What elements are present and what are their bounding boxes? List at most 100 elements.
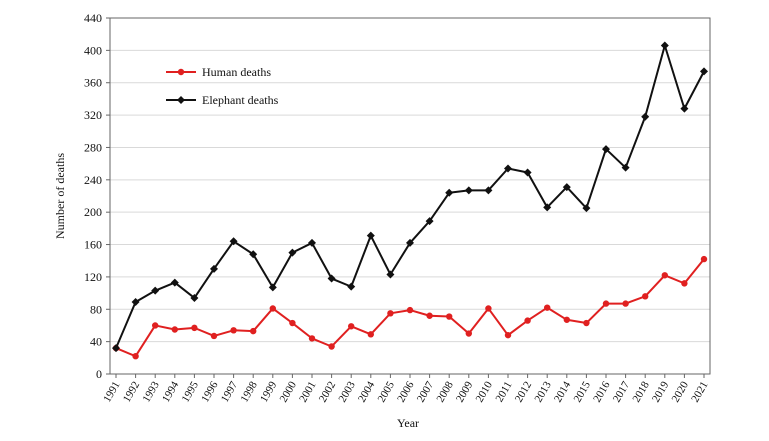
data-point (504, 164, 512, 173)
x-tick-label: 2007 (415, 379, 437, 404)
data-point (308, 335, 316, 342)
data-point (367, 331, 374, 338)
data-point (621, 163, 630, 172)
data-point (210, 264, 218, 273)
data-point (406, 306, 414, 314)
data-point (151, 286, 160, 295)
data-point (171, 326, 178, 333)
x-tick-label: 2014 (552, 379, 574, 404)
data-point (700, 255, 708, 263)
data-point (269, 305, 276, 312)
data-point (464, 186, 473, 195)
data-point (504, 331, 512, 339)
legend-label: Human deaths (202, 65, 271, 79)
data-point (170, 278, 179, 287)
data-point (190, 293, 199, 302)
x-tick-label: 2011 (493, 380, 514, 405)
x-tick-label: 2006 (395, 379, 417, 404)
y-tick-label: 240 (84, 173, 102, 187)
y-tick-label: 80 (90, 302, 102, 316)
data-point (328, 343, 335, 350)
data-point (366, 231, 375, 240)
x-tick-label: 2016 (591, 379, 613, 404)
data-point (660, 41, 669, 50)
data-point (387, 310, 394, 317)
data-point (465, 330, 472, 337)
data-point (131, 297, 140, 306)
data-point (426, 312, 433, 319)
data-point (582, 204, 591, 213)
x-tick-label: 1994 (160, 379, 182, 404)
data-point (700, 67, 708, 76)
data-point (347, 282, 356, 291)
x-tick-label: 1999 (258, 379, 280, 404)
x-axis-ticks: 1991199219931994199519961997199819992000… (101, 374, 711, 405)
data-point (268, 283, 277, 292)
data-point (563, 316, 570, 323)
data-point (229, 237, 238, 246)
data-point (112, 344, 120, 353)
data-point (484, 186, 493, 195)
y-tick-label: 360 (84, 76, 102, 90)
y-tick-label: 200 (84, 205, 102, 219)
y-tick-label: 0 (96, 367, 102, 381)
data-point (583, 319, 590, 327)
data-point (210, 332, 218, 340)
data-point (348, 323, 355, 330)
data-point (406, 238, 414, 247)
plot-border (109, 17, 711, 375)
data-point (543, 203, 552, 212)
data-point (288, 248, 297, 257)
x-tick-label: 1993 (140, 379, 162, 404)
data-point (485, 305, 492, 312)
x-tick-label: 2013 (532, 379, 554, 404)
x-tick-label: 1991 (101, 380, 122, 405)
data-point (425, 217, 434, 226)
y-tick-label: 40 (90, 335, 102, 349)
data-point (602, 300, 610, 307)
y-axis-label: Number of deaths (53, 153, 67, 239)
data-point (308, 238, 316, 247)
x-tick-label: 1995 (180, 379, 202, 404)
x-tick-label: 2000 (278, 379, 300, 404)
data-point (327, 274, 336, 283)
y-tick-label: 320 (84, 108, 102, 122)
y-tick-label: 280 (84, 140, 102, 154)
legend-marker (177, 96, 185, 104)
series (112, 41, 708, 360)
y-tick-label: 160 (84, 238, 102, 252)
data-point (544, 304, 551, 311)
data-point (681, 280, 688, 287)
x-tick-label: 1998 (238, 379, 260, 404)
data-point (445, 188, 454, 197)
data-point (642, 293, 649, 300)
gridlines (110, 49, 710, 343)
x-tick-label: 2015 (572, 379, 594, 404)
data-point (289, 319, 296, 327)
x-tick-label: 2009 (454, 379, 476, 404)
data-point (132, 353, 139, 360)
data-point (386, 270, 395, 279)
x-tick-label: 2010 (474, 379, 496, 404)
data-point (641, 112, 650, 121)
data-point (524, 317, 531, 324)
data-point (230, 327, 237, 334)
x-tick-label: 2008 (434, 379, 456, 404)
legend-marker (177, 68, 185, 76)
y-tick-label: 400 (84, 43, 102, 57)
data-point (661, 272, 668, 279)
x-tick-label: 2002 (317, 380, 338, 405)
x-tick-label: 2020 (670, 379, 692, 404)
legend: Human deaths Elephant deaths (166, 65, 279, 107)
data-point (152, 322, 159, 329)
x-tick-label: 2004 (356, 379, 378, 404)
data-point (250, 327, 257, 335)
data-point (249, 250, 258, 259)
data-point (191, 324, 198, 332)
data-point (562, 183, 571, 192)
x-tick-label: 2019 (650, 379, 672, 404)
data-point (622, 300, 629, 307)
x-tick-label: 1997 (219, 379, 241, 404)
